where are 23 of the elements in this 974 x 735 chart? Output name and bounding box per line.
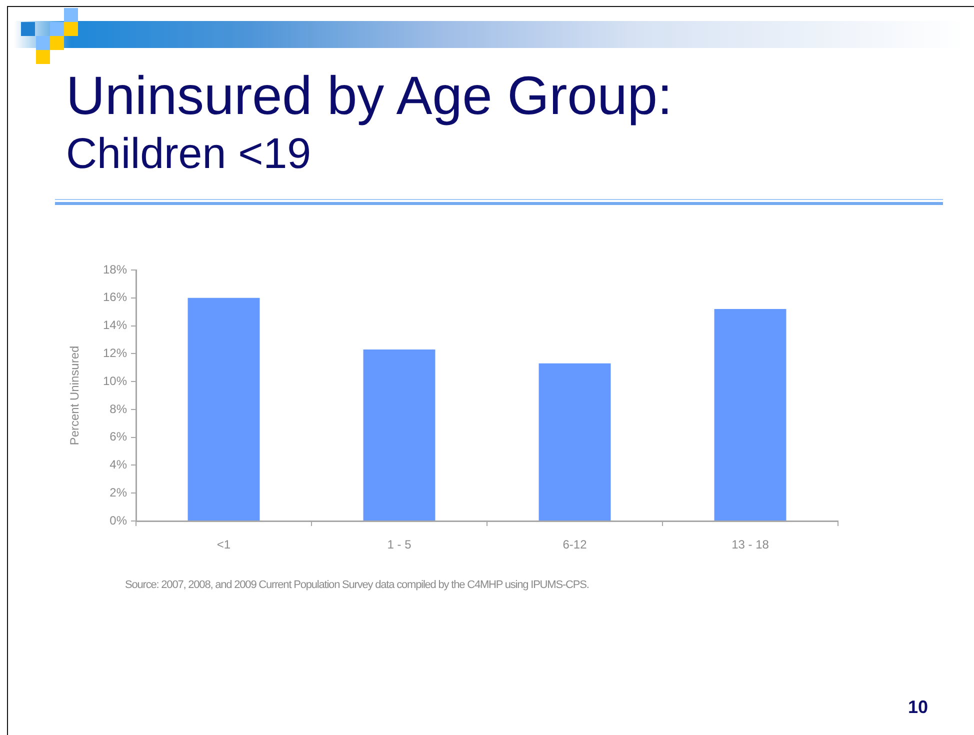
text: 10 <box>908 697 928 717</box>
y-axis-title: Percent Uninsured <box>68 346 82 446</box>
y-tick-label: 14% <box>102 318 128 332</box>
y-tick-label: 10% <box>102 374 128 388</box>
x-tick-label: <1 <box>216 538 231 552</box>
y-tick-label: 18% <box>102 262 128 276</box>
x-tick-label: 6-12 <box>562 538 588 552</box>
x-tick-label: 1 - 5 <box>387 538 412 552</box>
y-tick-label: 8% <box>110 402 128 416</box>
x-tick-label: 13 - 18 <box>732 538 770 552</box>
source-note: Source: 2007, 2008, and 2009 Current Population Survey data compiled by the C4MHP using IPUMS-CPS. <box>125 579 589 591</box>
y-tick-label: 4% <box>110 458 128 472</box>
bar <box>363 349 436 520</box>
chart-subtitle: Children <19 <box>66 130 312 178</box>
y-tick-label: 2% <box>110 485 128 500</box>
y-tick-label: 12% <box>102 346 128 360</box>
chart-title: Uninsured by Age Group: <box>66 66 672 126</box>
bar <box>714 309 786 520</box>
y-tick-label: 6% <box>110 430 128 444</box>
y-tick-label: 16% <box>102 290 128 304</box>
bar <box>188 298 260 520</box>
bar <box>538 363 611 520</box>
y-tick-label: 0% <box>110 513 128 528</box>
